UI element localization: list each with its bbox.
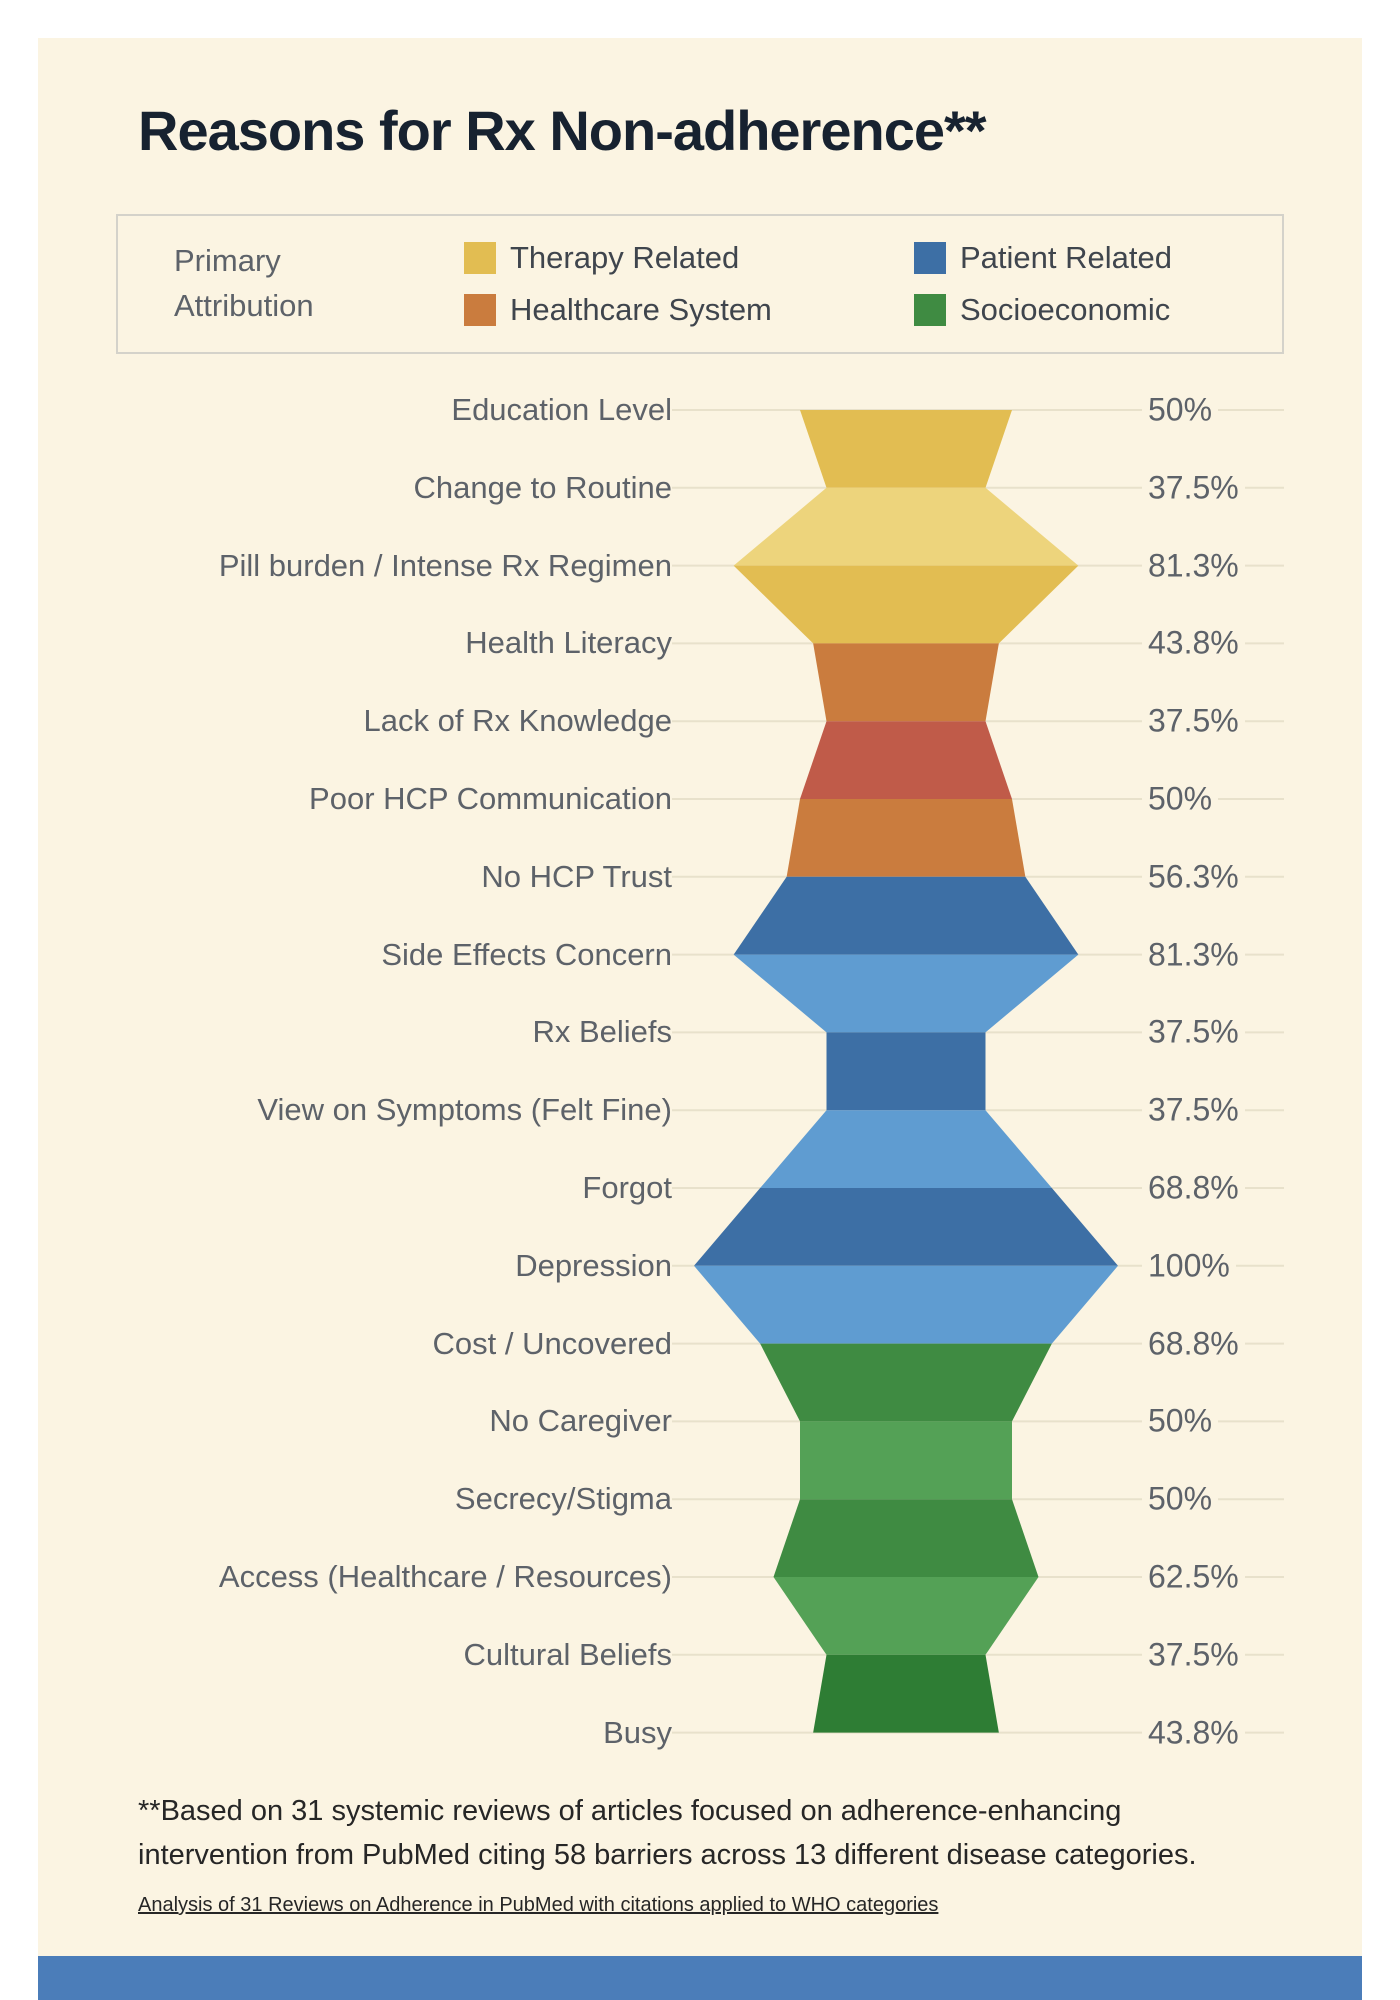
row-value: 68.8% (1142, 1322, 1245, 1366)
row-label: Health Literacy (38, 622, 672, 665)
row-label: Access (Healthcare / Resources) (38, 1556, 672, 1598)
legend-item-healthcare-system: Healthcare System (464, 292, 914, 328)
row-label: Change to Routine (38, 466, 672, 509)
row-value: 43.8% (1142, 621, 1245, 665)
row-label: Busy (38, 1711, 672, 1754)
row-label: Cultural Beliefs (38, 1633, 672, 1676)
row-value: 37.5% (1142, 1010, 1245, 1054)
footnote-line-2: intervention from PubMed citing 58 barri… (138, 1838, 1197, 1871)
row-label: Lack of Rx Knowledge (38, 700, 672, 743)
row-value: 81.3% (1142, 933, 1245, 977)
row-value: 50% (1142, 1477, 1219, 1521)
row-value: 68.8% (1142, 1166, 1245, 1210)
row-value: 37.5% (1142, 1633, 1245, 1677)
legend-item-therapy-related: Therapy Related (464, 240, 914, 276)
row-label: Education Level (38, 389, 672, 431)
legend-item-label: Socioeconomic (960, 292, 1171, 327)
legend-item-patient-related: Patient Related (914, 240, 1172, 276)
legend-item-label: Therapy Related (510, 240, 740, 275)
legend-item-socioeconomic: Socioeconomic (914, 292, 1172, 328)
healthcare-system-swatch-icon (464, 294, 496, 326)
row-label: Poor HCP Communication (38, 778, 672, 820)
row-value: 62.5% (1142, 1555, 1245, 1599)
row-value: 56.3% (1142, 855, 1245, 899)
row-label: Secrecy/Stigma (38, 1478, 672, 1521)
row-label: Cost / Uncovered (38, 1322, 672, 1365)
row-value: 100% (1142, 1244, 1236, 1288)
chart-rows: Education Level 50% Change to Routine 37.5%… (38, 38, 1362, 2000)
legend-items: Therapy Related Patient Related Healthca… (464, 240, 1172, 328)
row-label: No HCP Trust (38, 855, 672, 898)
patient-related-swatch-icon (914, 242, 946, 274)
row-label: No Caregiver (38, 1400, 672, 1443)
row-value: 43.8% (1142, 1711, 1245, 1755)
legend: Primary Attribution Therapy Related Pati… (116, 214, 1284, 354)
row-value: 50% (1142, 388, 1219, 432)
infographic-panel: Reasons for Rx Non-adherence** Primary A… (38, 38, 1362, 2000)
footnote-line-1: **Based on 31 systemic reviews of articl… (138, 1795, 1122, 1827)
row-label: Side Effects Concern (38, 933, 672, 976)
legend-item-label: Healthcare System (510, 292, 772, 327)
row-value: 37.5% (1142, 466, 1245, 510)
legend-item-label: Patient Related (960, 240, 1172, 275)
row-label: Depression (38, 1244, 672, 1287)
therapy-related-swatch-icon (464, 242, 496, 274)
row-label: Rx Beliefs (38, 1011, 672, 1054)
bottom-bar (38, 1956, 1362, 2000)
socioeconomic-swatch-icon (914, 294, 946, 326)
footnote: **Based on 31 systemic reviews of articl… (138, 1790, 1288, 1877)
page-title: Reasons for Rx Non-adherence** (138, 99, 987, 162)
row-value: 50% (1142, 777, 1219, 821)
source-link[interactable]: Analysis of 31 Reviews on Adherence in P… (138, 1894, 939, 1916)
row-label: Forgot (38, 1167, 672, 1209)
row-label: Pill burden / Intense Rx Regimen (38, 544, 672, 587)
row-value: 81.3% (1142, 544, 1245, 588)
row-label: View on Symptoms (Felt Fine) (38, 1089, 672, 1132)
row-value: 37.5% (1142, 1088, 1245, 1132)
legend-attribution-label: Primary Attribution (174, 243, 314, 323)
row-value: 37.5% (1142, 699, 1245, 743)
row-value: 50% (1142, 1399, 1219, 1443)
